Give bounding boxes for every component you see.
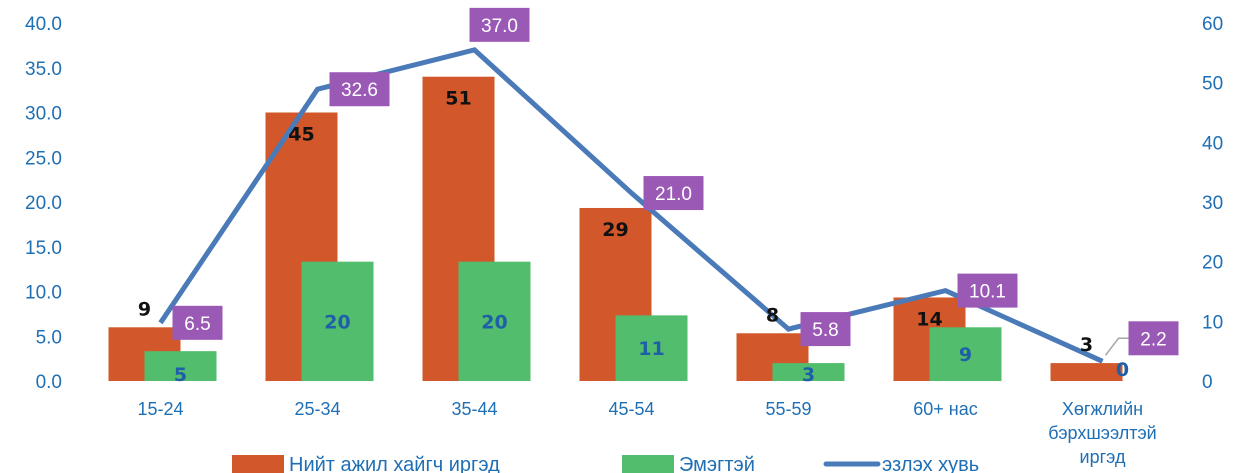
female-bar xyxy=(772,363,845,381)
percent-label-box xyxy=(469,7,530,42)
female-bars xyxy=(144,261,1002,381)
category-label: 55-59 xyxy=(765,399,811,419)
left-axis-tick: 40.0 xyxy=(25,14,62,35)
percent-label-box xyxy=(643,176,704,211)
female-value-label: 5 xyxy=(174,364,187,386)
female-bar xyxy=(929,327,1002,381)
legend-swatch-female xyxy=(622,455,674,473)
total-value-label: 3 xyxy=(1080,334,1093,356)
total-value-label: 51 xyxy=(445,88,471,110)
percent-line-group xyxy=(158,47,1104,364)
left-axis-tick: 25.0 xyxy=(25,148,62,169)
right-axis: 0 10 20 30 40 50 60 xyxy=(1202,14,1223,393)
right-axis-tick: 30 xyxy=(1202,193,1223,214)
percent-label-leader xyxy=(1104,337,1129,356)
category-label-line: 15-24 xyxy=(137,399,183,419)
percent-label-box xyxy=(800,312,851,347)
percent-label: 5.8 xyxy=(812,320,838,341)
left-axis-tick: 35.0 xyxy=(25,59,62,80)
female-value-label: 9 xyxy=(959,344,972,366)
total-value-label: 14 xyxy=(916,308,942,330)
left-axis-tick: 5.0 xyxy=(36,327,62,348)
total-bar xyxy=(1050,363,1123,381)
category-label-line: 35-44 xyxy=(451,399,497,419)
left-axis-tick: 0.0 xyxy=(36,372,62,393)
left-axis-tick: 30.0 xyxy=(25,104,62,125)
category-label-line: Хөгжлийн xyxy=(1062,399,1143,419)
percent-value-labels: 6.5 32.6 37.0 21.0 5.8 10.1 2.2 xyxy=(172,7,1179,356)
right-axis-tick: 0 xyxy=(1202,372,1213,393)
category-label: 35-44 xyxy=(451,399,497,419)
total-value-label: 45 xyxy=(288,124,314,146)
female-bar xyxy=(301,261,374,381)
legend-label-total: Нийт ажил хайгч иргэд xyxy=(289,454,500,473)
legend: Нийт ажил хайгч иргэд Эмэгтэй эзлэх хувь xyxy=(232,454,979,473)
category-label-line: бэрхшээлтэй xyxy=(1048,423,1157,443)
category-label: Хөгжлийн бэрхшээлтэй иргэд xyxy=(1048,399,1157,467)
category-label-line: 25-34 xyxy=(294,399,340,419)
total-value-label: 8 xyxy=(766,304,779,326)
right-axis-tick: 40 xyxy=(1202,133,1223,154)
category-label-line: 45-54 xyxy=(608,399,654,419)
percent-label-box xyxy=(957,273,1018,308)
percent-label: 2.2 xyxy=(1140,329,1166,350)
percent-label: 37.0 xyxy=(481,16,518,37)
percent-label: 21.0 xyxy=(655,184,692,205)
percent-label-box xyxy=(1128,321,1179,356)
percent-label-box xyxy=(329,72,390,107)
female-value-labels: 5 20 20 11 3 9 0 xyxy=(174,311,1129,386)
percent-label: 6.5 xyxy=(184,314,210,335)
category-label: 60+ нас xyxy=(913,399,978,419)
female-bar xyxy=(615,315,688,381)
category-label-line: 55-59 xyxy=(765,399,811,419)
percent-label: 10.1 xyxy=(969,282,1006,303)
right-axis-tick: 60 xyxy=(1202,14,1223,35)
left-axis-tick: 20.0 xyxy=(25,193,62,214)
left-axis-tick: 15.0 xyxy=(25,238,62,259)
category-labels: 15-24 25-34 35-44 45-54 55-59 60+ нас Хөгжлийн… xyxy=(137,399,1156,467)
right-axis-tick: 50 xyxy=(1202,74,1223,95)
category-label-line: иргэд xyxy=(1080,447,1126,467)
percent-line xyxy=(158,47,1104,364)
percent-label: 32.6 xyxy=(341,80,378,101)
category-label: 25-34 xyxy=(294,399,340,419)
percent-label-box xyxy=(172,305,223,340)
right-axis-tick: 20 xyxy=(1202,253,1223,274)
total-value-label: 29 xyxy=(602,219,628,241)
female-value-label: 0 xyxy=(1116,359,1129,381)
category-label-line: 60+ нас xyxy=(913,399,978,419)
female-bar xyxy=(144,351,217,381)
total-value-label: 9 xyxy=(138,298,151,320)
legend-swatch-total xyxy=(232,455,284,473)
female-value-label: 20 xyxy=(324,311,350,333)
total-value-labels: 9 45 51 29 8 14 3 xyxy=(138,88,1093,356)
category-label: 15-24 xyxy=(137,399,183,419)
left-axis-tick: 10.0 xyxy=(25,283,62,304)
female-value-label: 3 xyxy=(802,364,815,386)
female-value-label: 11 xyxy=(638,338,664,360)
right-axis-tick: 10 xyxy=(1202,312,1223,333)
category-label: 45-54 xyxy=(608,399,654,419)
female-bar xyxy=(458,261,531,381)
legend-label-female: Эмэгтэй xyxy=(679,454,755,473)
legend-label-percent: эзлэх хувь xyxy=(882,454,979,473)
left-axis: 0.0 5.0 10.0 15.0 20.0 25.0 30.0 35.0 40.0 xyxy=(25,14,62,393)
female-value-label: 20 xyxy=(481,311,507,333)
